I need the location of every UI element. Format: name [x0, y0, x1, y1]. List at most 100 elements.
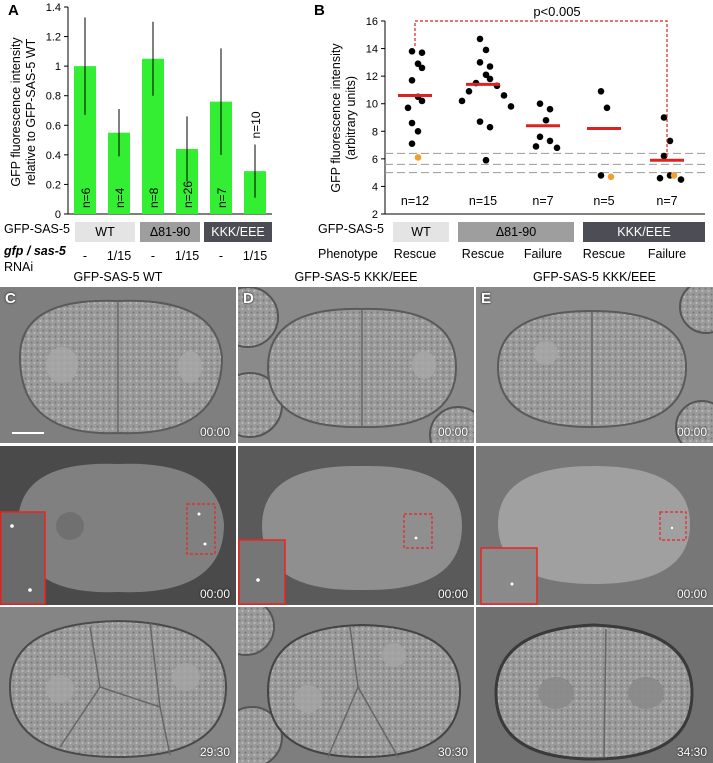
panel-a-rnai-value: 1/15	[174, 249, 200, 263]
panel-a-y-tick-label: 0.4	[46, 150, 61, 162]
panel-b-y-tick-label: 8	[372, 126, 378, 138]
panel-b-data-point	[482, 71, 490, 79]
panel-a-bar-n-label: n=6	[79, 187, 93, 208]
panel-c-dic-start: C 00:00	[0, 287, 236, 443]
panel-b-y-tick-label: 16	[366, 16, 378, 28]
panel-a-y-tick-label: 0.6	[46, 120, 61, 132]
panel-a-y-tick-label: 0.2	[46, 179, 61, 191]
panel-b-data-point	[500, 92, 508, 99]
panel-b-highlight-point	[414, 154, 422, 161]
panel-e-dic-start: E 00:00	[476, 287, 713, 443]
panel-b-data-point	[465, 88, 473, 95]
panel-b-data-point	[414, 127, 422, 135]
panel-d-label: D	[243, 290, 254, 307]
panel-d-gfp-start: 00:00	[238, 446, 474, 605]
panel-a-y-tick-label: 1.2	[46, 32, 61, 44]
panel-b-y-tick-label: 10	[366, 99, 378, 111]
panel-a-label: A	[8, 2, 19, 19]
panel-c-time-1: 00:00	[199, 425, 230, 439]
panel-a-rnai-value: -	[218, 249, 224, 263]
col-d-title: GFP-SAS-5 KKK/EEE	[294, 270, 418, 284]
panel-c-dic-end: 29:30	[0, 607, 236, 763]
panel-a-y-tick-label: 0	[55, 209, 61, 220]
panel-b-data-point	[458, 97, 466, 105]
panel-a-bar	[74, 66, 96, 215]
panel-b-data-point	[507, 103, 515, 110]
significance-bracket: p<0.005	[414, 4, 668, 160]
panel-b-n-label: n=5	[593, 194, 614, 208]
panel-a-bar-n-label: n=26	[181, 181, 195, 208]
panel-b-data-point	[656, 174, 664, 182]
panel-b-y-tick-label: 14	[366, 44, 378, 56]
panel-b-y-tick-label: 6	[372, 154, 378, 166]
panel-b-data-point	[532, 143, 540, 150]
panel-e-time-1: 00:00	[676, 425, 707, 439]
panel-b-y-tick-label: 2	[372, 209, 378, 221]
panel-b-data-point	[408, 140, 416, 147]
panel-b-data-point	[476, 59, 484, 66]
panel-a-bar-n-label: n=7	[215, 187, 229, 208]
panel-b-data-point	[536, 100, 544, 108]
panel-a-y-tick-label: 1	[55, 61, 61, 73]
panel-b-data-point	[476, 118, 484, 125]
panel-a-bar-n-label: n=8	[147, 187, 161, 208]
panel-c-label: C	[5, 290, 16, 307]
panel-b-data-point	[536, 133, 544, 141]
panel-b-data-point	[597, 172, 605, 179]
panel-c-time-3: 29:30	[199, 745, 230, 759]
panel-b-phenotype-value: Rescue	[582, 247, 626, 261]
panel-b-data-point	[476, 35, 484, 43]
panel-b-y-tick-label: 12	[366, 71, 378, 83]
panel-a-group-d81-90: Δ81-90	[140, 222, 200, 242]
panel-a-bar-n-label: n=10	[249, 111, 263, 138]
panel-b-ylabel: GFP fluorescence intensity (arbitrary un…	[329, 43, 358, 193]
panel-a-bar-chart: GFP fluorescence intensity relative to G…	[9, 2, 272, 220]
panel-a-group-kkk-eee: KKK/EEE	[204, 222, 272, 242]
panel-c-time-2: 00:00	[199, 587, 230, 601]
panel-a-bar	[210, 101, 232, 214]
panel-b-data-point	[418, 64, 426, 72]
panel-a-rnai-value: 1/15	[106, 249, 132, 263]
panel-b-data-point	[597, 88, 605, 95]
panel-a-ylabel-line1: GFP fluorescence intensity	[9, 37, 23, 187]
panel-a-rnai-value: -	[150, 249, 156, 263]
panel-e-label: E	[481, 290, 492, 307]
panel-a-row-rnai: RNAi	[4, 260, 34, 274]
panel-a-group-wt: WT	[75, 222, 135, 242]
panel-b-group-d81-90: Δ81-90	[458, 222, 574, 242]
panel-a-bar	[142, 58, 164, 214]
panel-a-ylabel: GFP fluorescence intensity relative to G…	[9, 37, 38, 187]
panel-b-highlight-point	[607, 173, 615, 181]
panel-b-ylabel-line1: GFP fluorescence intensity	[329, 43, 343, 193]
panel-b-data-point	[542, 116, 550, 124]
panel-d-dic-end: 30:30	[238, 607, 474, 763]
panel-a-bar	[108, 132, 130, 214]
panel-b-data-point	[486, 63, 494, 70]
panel-a-y-tick-label: 0.8	[46, 91, 61, 103]
panel-d-time-1: 00:00	[437, 425, 468, 439]
panel-a-ylabel-line2: relative to GFP-SAS-5 WT	[24, 38, 38, 185]
panel-b-data-point	[666, 137, 674, 145]
panel-e-time-3: 34:30	[676, 745, 707, 759]
panel-b-data-point	[546, 137, 554, 145]
panel-b-label: B	[314, 2, 325, 19]
panel-b-phenotype-value: Failure	[523, 247, 563, 261]
col-c-title: GFP-SAS-5 WT	[73, 270, 163, 284]
panel-b-data-point	[482, 46, 490, 54]
panel-a-y-tick-label: 1.4	[46, 2, 61, 14]
panel-b-row-phenotype: Phenotype	[318, 247, 378, 261]
panel-b-phenotype-value: Rescue	[393, 247, 437, 261]
panel-b-n-label: n=7	[532, 194, 553, 208]
panel-b-data-point	[660, 152, 668, 160]
col-e-title: GFP-SAS-5 KKK/EEE	[533, 270, 656, 284]
panel-b-data-point	[603, 104, 611, 112]
panel-b-data-point	[408, 76, 416, 84]
panel-b-data-point	[408, 48, 416, 55]
panel-b-data-point	[660, 114, 668, 121]
panel-d-dic-start: D 00:00	[238, 287, 474, 443]
panel-b-ylabel-line2: (arbitrary units)	[344, 76, 358, 160]
panel-b-n-label: n=12	[401, 194, 429, 208]
panel-b-data-point	[418, 49, 426, 57]
panel-b-data-point	[418, 97, 426, 105]
panel-b-data-point	[482, 156, 490, 164]
